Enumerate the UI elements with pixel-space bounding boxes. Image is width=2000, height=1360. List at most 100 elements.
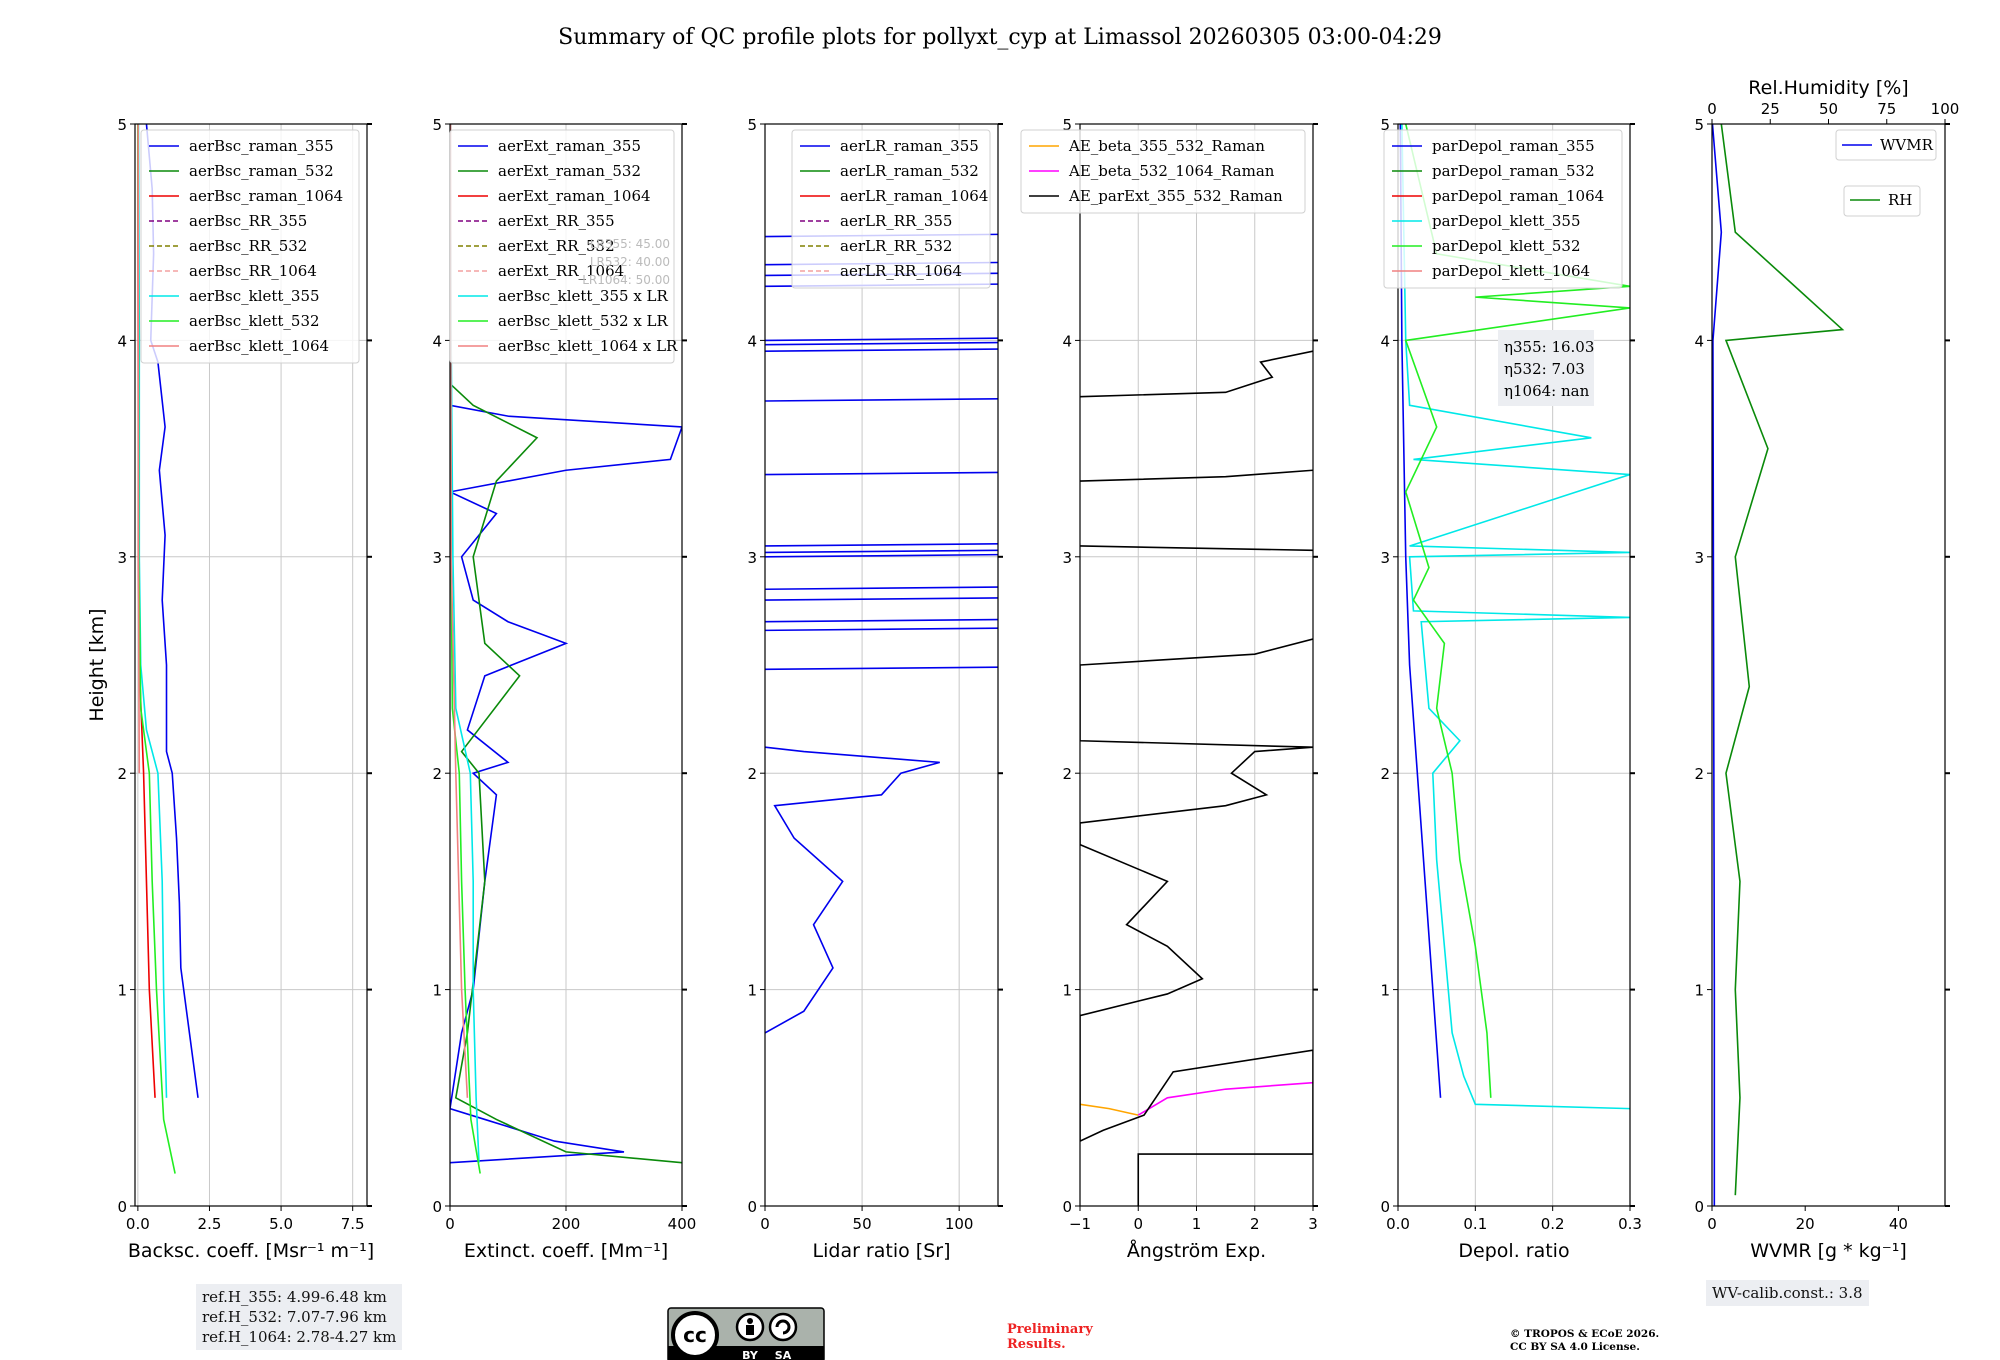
ref-height-box: ref.H_355: 4.99-6.48 km ref.H_532: 7.07-… <box>196 1284 403 1350</box>
wv-calib-box: WV-calib.const.: 3.8 <box>1706 1280 1869 1306</box>
x-axis-label: Extinct. coeff. [Mm⁻¹] <box>464 1240 668 1262</box>
legend-box <box>1835 129 1937 161</box>
x-tick-label: 50 <box>853 1215 872 1233</box>
x-tick-label: 0 <box>445 1215 455 1233</box>
series-line-parDepol_klett_355 <box>1401 124 1630 1110</box>
lidar-ratio-spike <box>765 543 998 547</box>
y-tick-label: 1 <box>1694 982 1704 1000</box>
y-tick-label: 2 <box>1062 765 1072 783</box>
legend-entry: aerBsc_klett_355 <box>189 287 320 305</box>
x-axis-label: Ångström Exp. <box>1127 1239 1266 1262</box>
legend-water-vapour: WVMR RH <box>1835 129 1937 217</box>
legend-entry: aerBsc_klett_532 <box>189 312 320 330</box>
x-tick-label: 5.0 <box>269 1215 293 1233</box>
legend-depolarization: parDepol_raman_355 parDepol_raman_532 parD… <box>1383 129 1623 289</box>
y-tick-label: 5 <box>747 116 757 134</box>
legend-entry: parDepol_raman_532 <box>1432 162 1595 180</box>
lr-label: LR355: 45.00 <box>590 237 670 251</box>
legend-entry: aerExt_raman_355 <box>498 137 641 155</box>
ref-height-1064: ref.H_1064: 2.78-4.27 km <box>202 1328 397 1346</box>
axes-frame <box>764 123 999 1207</box>
x-tick-label: 100 <box>945 1215 974 1233</box>
ref-height-532: ref.H_532: 7.07-7.96 km <box>202 1308 387 1326</box>
y-tick-label: 2 <box>432 765 442 783</box>
cc-label: cc <box>683 1323 707 1347</box>
copyright-line1: © TROPOS & ECoE 2026. <box>1510 1328 1660 1340</box>
legend-entry: RH <box>1888 191 1912 209</box>
lr-label: LR1064: 50.00 <box>582 273 670 287</box>
series-line-aerLR_raman_355 <box>765 746 940 1034</box>
y-tick-label: 4 <box>117 332 127 350</box>
legend-entry: aerLR_RR_532 <box>840 237 952 255</box>
x-tick-label: 400 <box>668 1215 697 1233</box>
axes-frame <box>134 123 368 1207</box>
series-line-AE_parExt_355_532_Raman <box>1080 638 1313 1206</box>
y-tick-label: 4 <box>1380 332 1390 350</box>
legend-entry: aerBsc_RR_532 <box>189 237 307 255</box>
legend-entry: aerExt_raman_1064 <box>498 187 651 205</box>
legend-entry: aerLR_raman_1064 <box>840 187 988 205</box>
y-tick-label: 3 <box>432 549 442 567</box>
series-line-RH <box>1720 124 1845 1196</box>
x2-tick-label: 75 <box>1877 100 1896 118</box>
x-tick-label: 3 <box>1308 1215 1318 1233</box>
legend-box <box>449 129 675 364</box>
x-tick-label: 40 <box>1889 1215 1908 1233</box>
y-tick-label: 1 <box>117 982 127 1000</box>
y-tick-label: 5 <box>432 116 442 134</box>
y-axis-label: Height [km] <box>86 608 108 721</box>
y-tick-label: 3 <box>117 549 127 567</box>
legend-entry: aerExt_RR_1064 <box>498 262 624 280</box>
y-tick-label: 2 <box>1380 765 1390 783</box>
y-tick-label: 0 <box>1380 1198 1390 1216</box>
legend-entry: aerLR_raman_355 <box>840 137 979 155</box>
figure-title: Summary of QC profile plots for pollyxt_… <box>558 25 1442 50</box>
x-axis-label: WVMR [g * kg⁻¹] <box>1750 1240 1907 1262</box>
x-tick-label: 0.1 <box>1463 1215 1487 1233</box>
y-tick-label: 4 <box>747 332 757 350</box>
x-tick-label: 1 <box>1192 1215 1202 1233</box>
y-tick-label: 2 <box>1694 765 1704 783</box>
legend-entry: aerBsc_raman_532 <box>189 162 334 180</box>
series-line-parDepol_klett_532 <box>1404 124 1630 1098</box>
lr-label: LR532: 40.00 <box>590 255 670 269</box>
x-tick-label: 0.3 <box>1618 1215 1642 1233</box>
legend-entry: parDepol_klett_355 <box>1432 212 1581 230</box>
y-tick-label: 2 <box>117 765 127 783</box>
legend-entry: parDepol_raman_1064 <box>1432 187 1604 205</box>
legend-entry: AE_beta_355_532_Raman <box>1068 137 1265 155</box>
lidar-ratio-spike <box>765 398 998 402</box>
y-tick-label: 1 <box>747 982 757 1000</box>
legend-box <box>1020 129 1306 214</box>
legend-entry: aerExt_RR_355 <box>498 212 615 230</box>
panel-backscatter: 0 1 2 3 4 5 0.0 2.5 5.0 7.5 Backsc. coeff. [Msr⁻¹ … <box>86 116 374 1262</box>
sa-label: SA <box>775 1349 792 1360</box>
series-line-AE_beta_355_532_Raman <box>1080 1103 1139 1116</box>
x-tick-label: 0.0 <box>126 1215 150 1233</box>
legend-box <box>1383 129 1623 289</box>
x-tick-label: 0.0 <box>1386 1215 1410 1233</box>
y-tick-label: 5 <box>1380 116 1390 134</box>
series-line-aerExt_raman_355 <box>450 124 682 1164</box>
eta-label: η532: 7.03 <box>1504 360 1585 378</box>
x2-axis-label: Rel.Humidity [%] <box>1748 77 1908 99</box>
y-tick-label: 1 <box>1062 982 1072 1000</box>
x-tick-label: 0.2 <box>1541 1215 1565 1233</box>
angstrom-layer-line <box>1080 350 1313 398</box>
y-tick-label: 3 <box>1694 549 1704 567</box>
series-line-parDepol_raman_355 <box>1399 124 1442 1098</box>
x-tick-label: −1 <box>1069 1215 1091 1233</box>
y-tick-label: 5 <box>1694 116 1704 134</box>
legend-entry: aerBsc_klett_532 x LR <box>498 312 669 330</box>
x-tick-label: 2.5 <box>198 1215 222 1233</box>
lidar-ratio-spike <box>765 666 998 671</box>
angstrom-layer-line <box>1080 469 1313 482</box>
legend-entry: aerBsc_raman_1064 <box>189 187 343 205</box>
lidar-ratio-spike <box>765 553 998 558</box>
legend-entry: aerExt_raman_532 <box>498 162 641 180</box>
legend-entry: aerBsc_RR_1064 <box>189 262 317 280</box>
lidar-ratio-spike <box>765 337 998 342</box>
